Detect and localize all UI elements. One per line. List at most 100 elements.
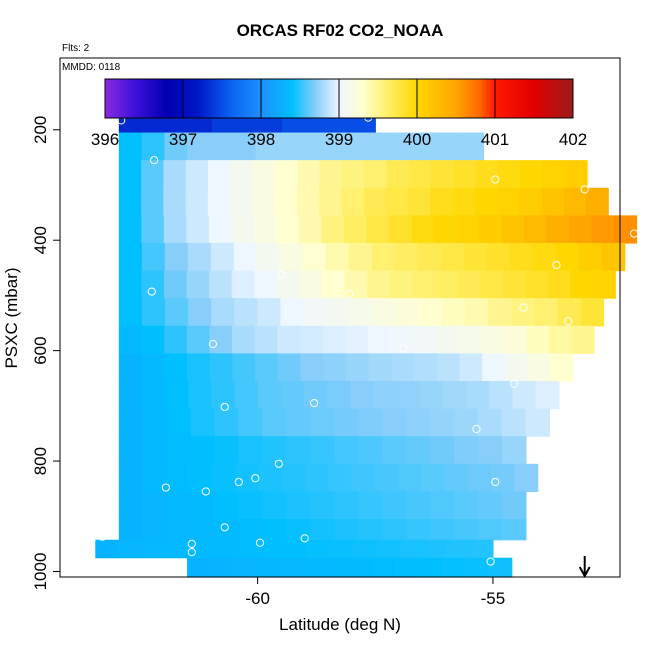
heatmap-cell [304, 380, 328, 410]
heatmap-cell [514, 463, 539, 493]
heatmap-cell [142, 539, 167, 559]
colorbar-tick-label: 399 [325, 130, 353, 149]
heatmap-cell [442, 557, 466, 578]
heatmap-cell [214, 408, 240, 437]
heatmap-cell [580, 298, 605, 327]
heatmap-cell [503, 325, 527, 354]
heatmap-cell [326, 557, 351, 578]
heatmap-cell [210, 242, 235, 272]
heatmap-cell [395, 557, 420, 578]
heatmap-cell [346, 132, 371, 161]
heatmap-cell [190, 491, 216, 520]
heatmap-cell [570, 270, 594, 299]
heatmap-cell [477, 436, 503, 465]
heatmap-cell [303, 557, 327, 578]
heatmap-cell [465, 298, 489, 327]
heatmap-cell [477, 491, 503, 520]
heatmap-cell [254, 270, 278, 299]
heatmap-cell [534, 298, 558, 327]
heatmap-cell [230, 160, 254, 189]
heatmap-cell [188, 380, 213, 410]
heatmap-cell [358, 436, 383, 465]
heatmap-cell [323, 353, 347, 382]
heatmap-cell [118, 353, 143, 382]
heatmap-cell [118, 436, 144, 465]
heatmap-cell [422, 539, 447, 559]
heatmap-cell [326, 298, 351, 327]
y-tick-label: 800 [31, 447, 50, 475]
heatmap-cell [389, 270, 413, 299]
sample-point [564, 317, 573, 326]
heatmap-cell [207, 187, 231, 216]
heatmap-cell [497, 187, 520, 216]
heatmap-cell [286, 519, 311, 541]
heatmap-cell [408, 160, 432, 189]
heatmap-cell [118, 519, 144, 541]
heatmap-cell [319, 160, 343, 189]
y-tick-label: 400 [31, 226, 50, 254]
heatmap-cell [550, 353, 574, 382]
heatmap-cell [164, 298, 189, 327]
heatmap-cell [214, 436, 240, 465]
heatmap-cell [274, 160, 298, 189]
heatmap-cell [504, 353, 529, 382]
heatmap-cell [501, 519, 527, 541]
heatmap-cell [186, 270, 210, 299]
heatmap-cell [460, 132, 485, 161]
colorbar-tick-label: 398 [247, 130, 275, 149]
heatmap-cell [209, 325, 233, 354]
heatmap-cell [501, 436, 527, 465]
heatmap-cell [210, 557, 235, 578]
heatmap-cell [280, 380, 305, 410]
heatmap-cell [435, 325, 459, 354]
heatmap-cell [322, 325, 346, 354]
heatmap-cell [238, 491, 264, 520]
heatmap-cell [385, 187, 409, 216]
heatmap-cell [345, 353, 370, 382]
heatmap-cell [408, 187, 431, 216]
heatmap-cell [388, 215, 413, 244]
heatmap-cell [343, 215, 367, 244]
sample-point [251, 474, 260, 483]
heatmap-cell [358, 491, 383, 520]
heatmap-cell [341, 160, 365, 189]
heatmap-cell [165, 539, 190, 559]
heatmap-cell [418, 298, 443, 327]
heatmap-cell [418, 557, 443, 578]
colorbar: 396 397 398 399 400 401 402 [91, 78, 587, 149]
heatmap-cell [209, 270, 233, 299]
heatmap-cell [286, 408, 311, 437]
heatmap-cell [141, 270, 165, 299]
y-tick-label: 600 [31, 336, 50, 364]
heatmap-cell [252, 160, 276, 189]
sample-point [220, 523, 229, 532]
heatmap-cell [214, 519, 240, 541]
heatmap-cell [274, 187, 298, 216]
heatmap-cell [235, 539, 260, 559]
heatmap-cell [209, 353, 233, 382]
heatmap-cell [352, 539, 377, 559]
heatmap-cell [525, 270, 549, 299]
heatmap-cell [252, 187, 276, 216]
heatmap-cell [141, 132, 166, 161]
heatmap-cell [555, 242, 580, 272]
heatmap-cell [255, 353, 279, 382]
heatmap-cell [141, 215, 165, 244]
sample-point [472, 424, 481, 434]
heatmap-cell [351, 463, 376, 493]
heatmap-cell [578, 242, 603, 272]
heatmap-cell [282, 539, 307, 559]
heatmap-cell [255, 132, 279, 161]
colorbar-tick-label: 397 [169, 130, 197, 149]
y-tick-label: 1000 [31, 553, 50, 591]
heatmap-cell [467, 463, 492, 493]
heatmap-cell [164, 353, 188, 382]
heatmap-cell [118, 463, 143, 493]
heatmap-cell [234, 298, 258, 327]
heatmap-cell [341, 187, 365, 216]
heatmap-cell [501, 408, 527, 437]
heatmap-cell [212, 539, 237, 559]
heatmap-cell [366, 215, 390, 244]
heatmap-cell [141, 325, 165, 354]
heatmap-cell [457, 270, 481, 299]
